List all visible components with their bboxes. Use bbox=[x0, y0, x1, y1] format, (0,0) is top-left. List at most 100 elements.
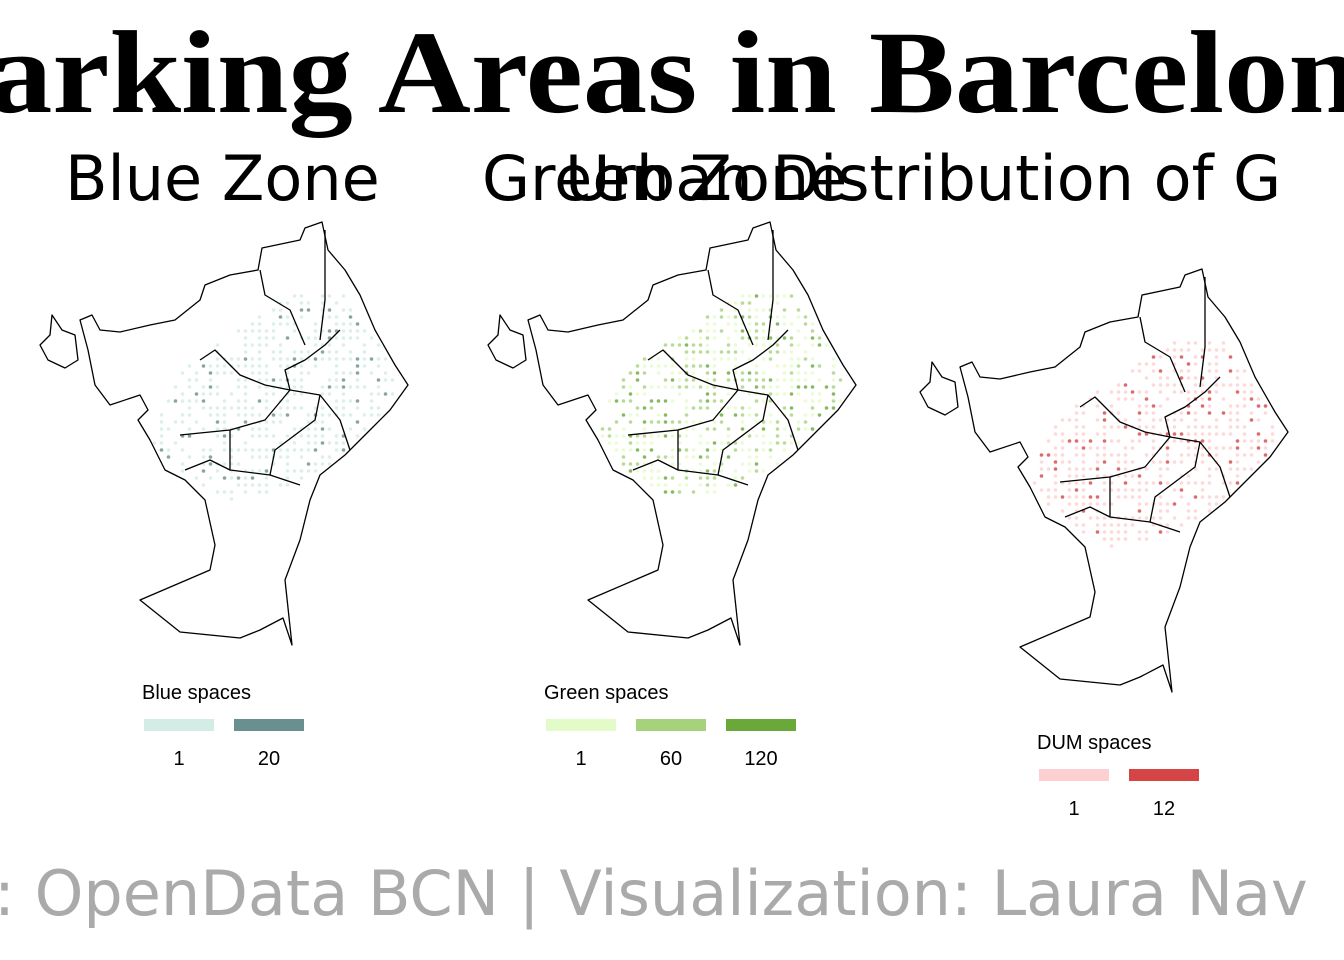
hex-cell bbox=[726, 441, 731, 445]
hex-cell bbox=[1123, 474, 1128, 478]
hex-cell bbox=[1256, 446, 1261, 450]
hex-cell bbox=[292, 329, 297, 333]
hex-cell bbox=[649, 469, 654, 473]
hex-cell bbox=[250, 322, 255, 326]
district-border bbox=[707, 269, 754, 346]
hex-cell bbox=[1200, 481, 1205, 485]
hex-cell bbox=[747, 301, 752, 305]
hex-cell bbox=[824, 343, 829, 347]
hex-cell bbox=[292, 385, 297, 389]
hex-cell bbox=[1228, 446, 1233, 450]
hex-cell bbox=[243, 357, 248, 361]
hex-cell bbox=[327, 329, 332, 333]
hex-cell bbox=[1207, 446, 1212, 450]
hex-cell bbox=[334, 406, 339, 410]
hex-cell bbox=[1214, 362, 1219, 366]
hex-cell bbox=[1179, 348, 1184, 352]
hex-cell bbox=[747, 343, 752, 347]
district-border bbox=[269, 394, 321, 476]
hex-cell bbox=[306, 308, 311, 312]
hex-cell bbox=[740, 462, 745, 466]
hex-cell bbox=[299, 294, 304, 298]
hex-cell bbox=[733, 469, 738, 473]
hex-cell bbox=[635, 462, 640, 466]
hex-cell bbox=[649, 441, 654, 445]
hex-cell bbox=[348, 308, 353, 312]
hex-cell bbox=[243, 399, 248, 403]
hex-cell bbox=[1235, 481, 1240, 485]
hex-cell bbox=[376, 378, 381, 382]
hex-cell bbox=[1179, 495, 1184, 499]
hex-cell bbox=[656, 364, 661, 368]
hex-cell bbox=[768, 336, 773, 340]
hex-cell bbox=[278, 413, 283, 417]
hex-cell bbox=[782, 441, 787, 445]
hex-cell bbox=[264, 371, 269, 375]
hex-cell bbox=[663, 378, 668, 382]
hex-cell bbox=[712, 427, 717, 431]
hex-cell bbox=[831, 399, 836, 403]
hex-cell bbox=[803, 350, 808, 354]
hex-cell bbox=[257, 413, 262, 417]
hex-cell bbox=[1074, 502, 1079, 506]
hex-cell bbox=[236, 364, 241, 368]
hex-cell bbox=[698, 364, 703, 368]
hex-cell bbox=[327, 294, 332, 298]
hex-cell bbox=[747, 392, 752, 396]
hex-cell bbox=[740, 301, 745, 305]
legend-label: 1 bbox=[1068, 798, 1079, 820]
hex-cell bbox=[1081, 474, 1086, 478]
hex-cell bbox=[1221, 397, 1226, 401]
hex-cell bbox=[628, 399, 633, 403]
hex-cell bbox=[1144, 376, 1149, 380]
hex-cell bbox=[1200, 453, 1205, 457]
hex-cell bbox=[782, 350, 787, 354]
hex-cell bbox=[740, 336, 745, 340]
hex-cell bbox=[1102, 488, 1107, 492]
hex-cell bbox=[789, 343, 794, 347]
hex-cell bbox=[159, 413, 164, 417]
hex-cell bbox=[726, 371, 731, 375]
hex-cell bbox=[761, 441, 766, 445]
hex-cell bbox=[1102, 411, 1107, 415]
hex-cell bbox=[684, 406, 689, 410]
hex-cell bbox=[222, 490, 227, 494]
hex-cell bbox=[761, 378, 766, 382]
hex-cell bbox=[306, 441, 311, 445]
hex-cell bbox=[278, 448, 283, 452]
hex-cell bbox=[1235, 369, 1240, 373]
hex-cell bbox=[299, 385, 304, 389]
hex-cell bbox=[712, 490, 717, 494]
hex-cell bbox=[810, 427, 815, 431]
hex-cell bbox=[1123, 530, 1128, 534]
hex-cell bbox=[705, 490, 710, 494]
hex-cell bbox=[1158, 383, 1163, 387]
hex-cell bbox=[1130, 369, 1135, 373]
district-border bbox=[1079, 396, 1171, 438]
hex-cell bbox=[1151, 362, 1156, 366]
hex-cell bbox=[264, 476, 269, 480]
hex-cell bbox=[1074, 523, 1079, 527]
hex-cell bbox=[775, 392, 780, 396]
hex-cell bbox=[1123, 446, 1128, 450]
hex-cell bbox=[607, 441, 612, 445]
hex-cell bbox=[341, 294, 346, 298]
hex-cell bbox=[1144, 362, 1149, 366]
hex-cell bbox=[334, 441, 339, 445]
hex-cell bbox=[726, 336, 731, 340]
hex-cell bbox=[229, 497, 234, 501]
hex-cell bbox=[1207, 439, 1212, 443]
hex-cell bbox=[1144, 453, 1149, 457]
hex-cell bbox=[740, 378, 745, 382]
hex-cell bbox=[677, 343, 682, 347]
hex-cell bbox=[1116, 495, 1121, 499]
hex-cell bbox=[1116, 537, 1121, 541]
hex-cell bbox=[705, 378, 710, 382]
hex-cell bbox=[348, 357, 353, 361]
hex-cell bbox=[831, 357, 836, 361]
hex-cell bbox=[733, 357, 738, 361]
hex-cell bbox=[187, 399, 192, 403]
hex-cell bbox=[1207, 425, 1212, 429]
hex-cell bbox=[1053, 453, 1058, 457]
hex-cell bbox=[271, 322, 276, 326]
